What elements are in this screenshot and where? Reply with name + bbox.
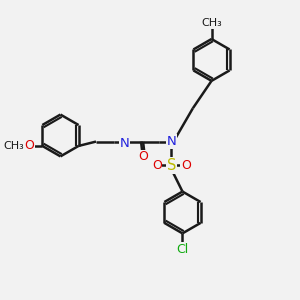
Text: O: O	[181, 159, 191, 172]
Text: O: O	[138, 150, 148, 163]
Text: Cl: Cl	[176, 243, 189, 256]
Text: CH₃: CH₃	[201, 18, 222, 28]
Text: S: S	[167, 158, 176, 173]
Text: N: N	[119, 137, 129, 150]
Text: O: O	[152, 159, 162, 172]
Text: CH₃: CH₃	[4, 141, 24, 151]
Text: N: N	[167, 135, 176, 148]
Text: O: O	[24, 140, 34, 152]
Text: H: H	[122, 136, 130, 146]
